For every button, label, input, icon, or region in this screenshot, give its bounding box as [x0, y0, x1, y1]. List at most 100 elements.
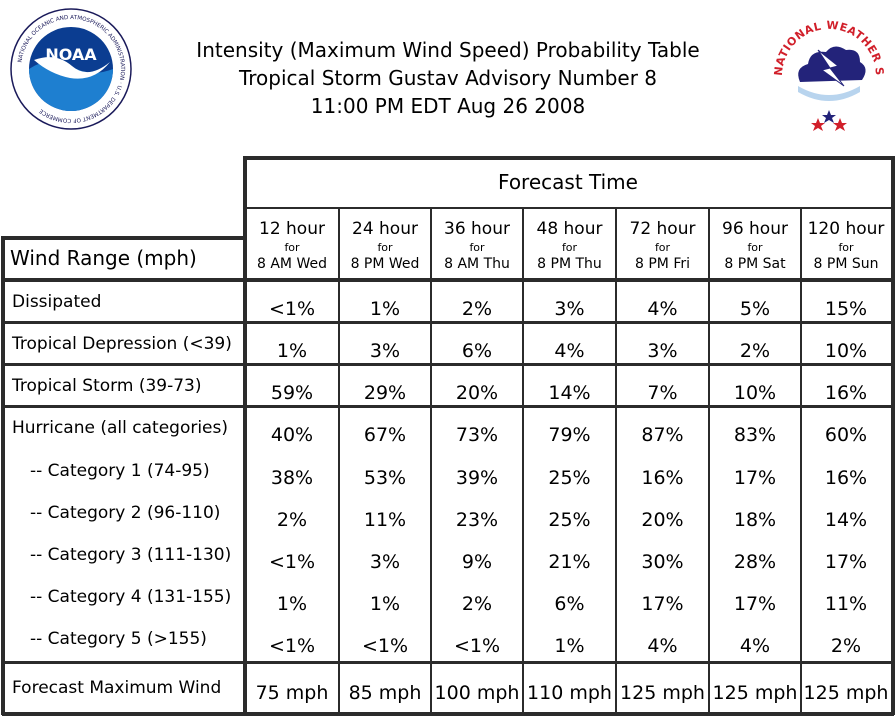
probability-cell: 2% — [739, 340, 771, 362]
column-header-hour: 24 hour — [352, 219, 418, 239]
probability-cell: <1% — [361, 635, 409, 657]
table-border-line — [430, 207, 432, 715]
probability-cell: 14% — [824, 509, 868, 531]
title-line-1: Intensity (Maximum Wind Speed) Probabili… — [196, 38, 700, 62]
probability-cell: 1% — [276, 593, 308, 615]
probability-cell: 28% — [733, 551, 777, 573]
row-label: Tropical Storm (39-73) — [12, 376, 202, 396]
probability-cell: 4% — [647, 298, 678, 320]
column-header-for: for — [469, 241, 485, 254]
probability-cell: 17% — [641, 593, 684, 615]
table-border-line — [800, 207, 802, 715]
table-border-line — [2, 405, 894, 408]
table-border-line — [243, 156, 247, 715]
probability-cell: 2% — [461, 298, 493, 320]
probability-cell: 10% — [824, 340, 868, 362]
probability-cell: 16% — [824, 382, 868, 404]
probability-cell: 11% — [363, 509, 407, 531]
forecast-time-header: Forecast Time — [498, 170, 638, 194]
table-border-line — [2, 321, 894, 324]
row-label: -- Category 1 (74-95) — [30, 461, 210, 481]
table-border-line — [615, 207, 617, 715]
table-border-line — [2, 278, 894, 282]
noaa-logo: NOAA NATIONAL OCEANIC AND ATMOSPHERIC AD… — [10, 8, 132, 130]
title-line-3: 11:00 PM EDT Aug 26 2008 — [310, 94, 586, 118]
table-border-line — [243, 156, 894, 160]
max-wind-cell: 125 mph — [803, 682, 889, 704]
probability-cell: <1% — [453, 635, 501, 657]
noaa-logo-text: NOAA — [45, 45, 97, 64]
row-label: -- Category 5 (>155) — [30, 629, 207, 649]
probability-cell: 6% — [554, 593, 585, 615]
column-header-for: for — [377, 241, 393, 254]
probability-cell: 20% — [641, 509, 684, 531]
column-header-when: 8 AM Thu — [444, 256, 510, 272]
probability-cell: 79% — [548, 424, 591, 446]
probability-cell: 53% — [363, 467, 407, 489]
column-header-hour: 36 hour — [444, 219, 510, 239]
probability-cell: 87% — [641, 424, 684, 446]
probability-cell: 1% — [554, 635, 585, 657]
max-wind-label: Forecast Maximum Wind — [12, 678, 222, 698]
probability-cell: <1% — [268, 635, 316, 657]
column-header-hour: 72 hour — [629, 219, 696, 239]
probability-cell: 67% — [363, 424, 407, 446]
page-header: NOAA NATIONAL OCEANIC AND ATMOSPHERIC AD… — [0, 0, 895, 150]
column-header-hour: 48 hour — [536, 219, 603, 239]
table-border-line — [522, 207, 524, 715]
probability-cell: 59% — [270, 382, 314, 404]
max-wind-cell: 75 mph — [255, 682, 329, 704]
row-label: Tropical Depression (<39) — [12, 334, 232, 354]
row-label: -- Category 4 (131-155) — [30, 587, 232, 607]
probability-cell: 60% — [824, 424, 868, 446]
column-header-when: 8 PM Wed — [350, 256, 420, 272]
column-header-when: 8 PM Thu — [537, 256, 602, 272]
probability-cell: 18% — [733, 509, 777, 531]
max-wind-cell: 100 mph — [434, 682, 520, 704]
probability-cell: 1% — [369, 593, 401, 615]
row-label: Hurricane (all categories) — [12, 418, 229, 438]
probability-cell: 39% — [455, 467, 499, 489]
probability-cell: 2% — [276, 509, 308, 531]
title-line-2: Tropical Storm Gustav Advisory Number 8 — [239, 66, 657, 90]
probability-cell: 29% — [363, 382, 407, 404]
column-header-for: for — [747, 241, 763, 254]
probability-cell: 17% — [824, 551, 868, 573]
probability-cell: 4% — [647, 635, 678, 657]
wind-range-header: Wind Range (mph) — [10, 246, 197, 270]
table-border-line — [708, 207, 710, 715]
table-border-line — [338, 207, 340, 715]
table-border-line — [2, 236, 245, 240]
table-border-line — [2, 363, 894, 366]
probability-cell: <1% — [268, 551, 316, 573]
table-border-line — [245, 207, 891, 209]
probability-cell: <1% — [268, 298, 316, 320]
max-wind-cell: 110 mph — [527, 682, 612, 704]
probability-cell: 23% — [455, 509, 499, 531]
table-border-line — [2, 712, 894, 716]
table-border-line — [891, 156, 895, 715]
probability-cell: 3% — [647, 340, 678, 362]
probability-cell: 7% — [647, 382, 678, 404]
column-header-for: for — [561, 241, 578, 254]
nws-logo: NATIONAL WEATHER SERVICE — [768, 6, 886, 131]
column-header-when: 8 PM Sun — [813, 256, 879, 272]
probability-cell: 11% — [824, 593, 868, 615]
probability-cell: 25% — [548, 467, 591, 489]
probability-cell: 20% — [455, 382, 499, 404]
probability-cell: 2% — [461, 593, 493, 615]
probability-cell: 5% — [739, 298, 771, 320]
probability-cell: 25% — [548, 509, 591, 531]
column-header-when: 8 PM Sat — [724, 256, 786, 272]
probability-cell: 16% — [641, 467, 684, 489]
probability-cell: 14% — [548, 382, 591, 404]
probability-cell: 17% — [733, 593, 777, 615]
probability-cell: 2% — [830, 635, 862, 657]
probability-cell: 30% — [641, 551, 684, 573]
probability-cell: 21% — [548, 551, 591, 573]
column-header-when: 8 PM Fri — [634, 256, 690, 272]
row-label: -- Category 2 (96-110) — [30, 503, 221, 523]
probability-cell: 4% — [739, 635, 771, 657]
column-header-for: for — [838, 241, 854, 254]
